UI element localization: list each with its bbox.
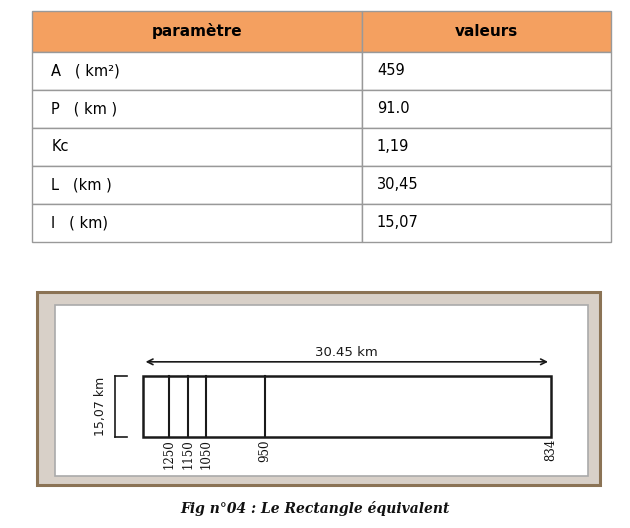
Text: 834: 834 — [544, 439, 558, 461]
Text: 950: 950 — [259, 439, 272, 461]
Text: 1050: 1050 — [200, 439, 212, 469]
Bar — [143, 376, 551, 437]
Text: 1150: 1150 — [181, 439, 194, 469]
FancyBboxPatch shape — [37, 292, 600, 485]
Text: Fig n°04 : Le Rectangle équivalent: Fig n°04 : Le Rectangle équivalent — [180, 502, 450, 516]
FancyBboxPatch shape — [55, 305, 588, 476]
Text: 30.45 km: 30.45 km — [316, 346, 378, 359]
Text: 15,07 km: 15,07 km — [94, 377, 107, 436]
Text: 1250: 1250 — [163, 439, 176, 469]
